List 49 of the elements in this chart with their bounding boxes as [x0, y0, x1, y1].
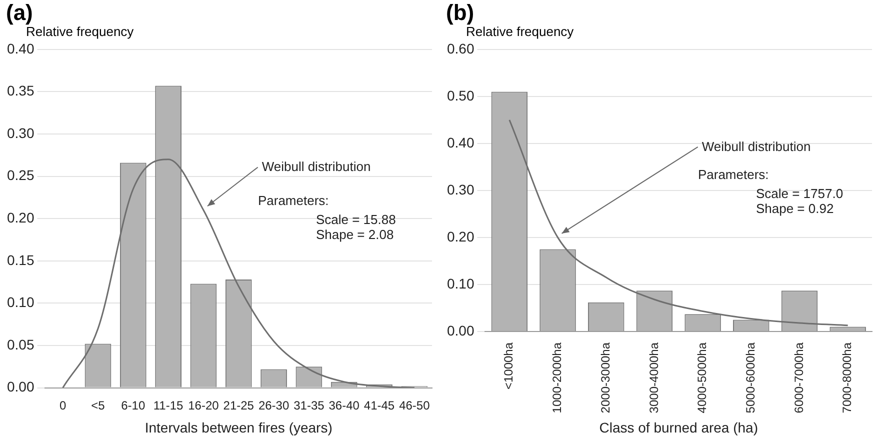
x-tick-label: 0: [59, 398, 66, 412]
y-tick-label: 0.35: [7, 82, 34, 99]
x-tick-label: 4000-5000ha: [695, 342, 710, 414]
chart-title: (b): [446, 0, 474, 26]
x-tick-label: 2000-3000ha: [598, 342, 612, 414]
y-tick-label: 0.60: [447, 40, 474, 56]
y-tick-label: 0.50: [447, 87, 474, 104]
x-tick-label: 31-35: [294, 398, 325, 412]
x-tick-label: <5: [91, 398, 106, 412]
x-tick-label: 41-45: [364, 398, 395, 412]
annotation: Weibull distribution: [702, 138, 811, 154]
x-tick-label: 11-15: [153, 398, 184, 412]
x-tick-label: <1000ha: [502, 342, 516, 390]
y-tick-label: 0.05: [7, 336, 34, 352]
annotation: Shape = 2.08: [316, 227, 394, 242]
x-tick-label: 7000-8000ha: [840, 342, 854, 414]
x-axis-title: Intervals between fires (years): [144, 419, 332, 436]
x-tick-label: 36-40: [328, 398, 360, 412]
y-tick-label: 0.00: [447, 322, 474, 338]
x-tick-label: 5000-6000ha: [743, 342, 758, 414]
annotation: Weibull distribution: [262, 159, 371, 174]
y-tick-label: 0.30: [7, 124, 34, 141]
y-tick-label: 0.20: [7, 209, 34, 226]
y-tick-label: 0.40: [447, 134, 474, 150]
annotation: Parameters:: [258, 193, 329, 208]
y-tick-label: 0.25: [7, 167, 34, 184]
y-tick-label: 0.00: [7, 378, 34, 395]
chart-title: (a): [6, 0, 33, 26]
x-tick-label: 46-50: [399, 398, 430, 412]
x-axis-title: Class of burned area (ha): [599, 419, 758, 436]
y-tick-label: 0.15: [7, 252, 34, 268]
x-tick-label: 21-25: [223, 398, 254, 412]
x-tick-label: 26-30: [258, 398, 290, 412]
x-tick-label: 6000-7000ha: [792, 342, 806, 414]
annotation: Shape = 0.92: [756, 201, 834, 216]
y-tick-label: 0.30: [447, 181, 474, 198]
y-tick-label: 0.10: [447, 275, 474, 292]
y-axis-title: Relative frequency: [26, 24, 134, 39]
y-tick-label: 0.10: [7, 294, 34, 310]
x-tick-label: 6-10: [121, 398, 146, 412]
y-tick-label: 0.20: [447, 228, 474, 244]
x-tick-label: 3000-4000ha: [646, 342, 661, 414]
x-tick-label: 1000-2000ha: [550, 342, 564, 414]
annotation: Scale = 1757.0: [756, 186, 844, 202]
annotation: Parameters:: [698, 167, 769, 182]
x-tick-label: 16-20: [188, 398, 220, 412]
y-tick-label: 0.40: [7, 40, 34, 56]
annotation: Scale = 15.88: [316, 212, 396, 228]
y-axis-title: Relative frequency: [466, 24, 574, 39]
